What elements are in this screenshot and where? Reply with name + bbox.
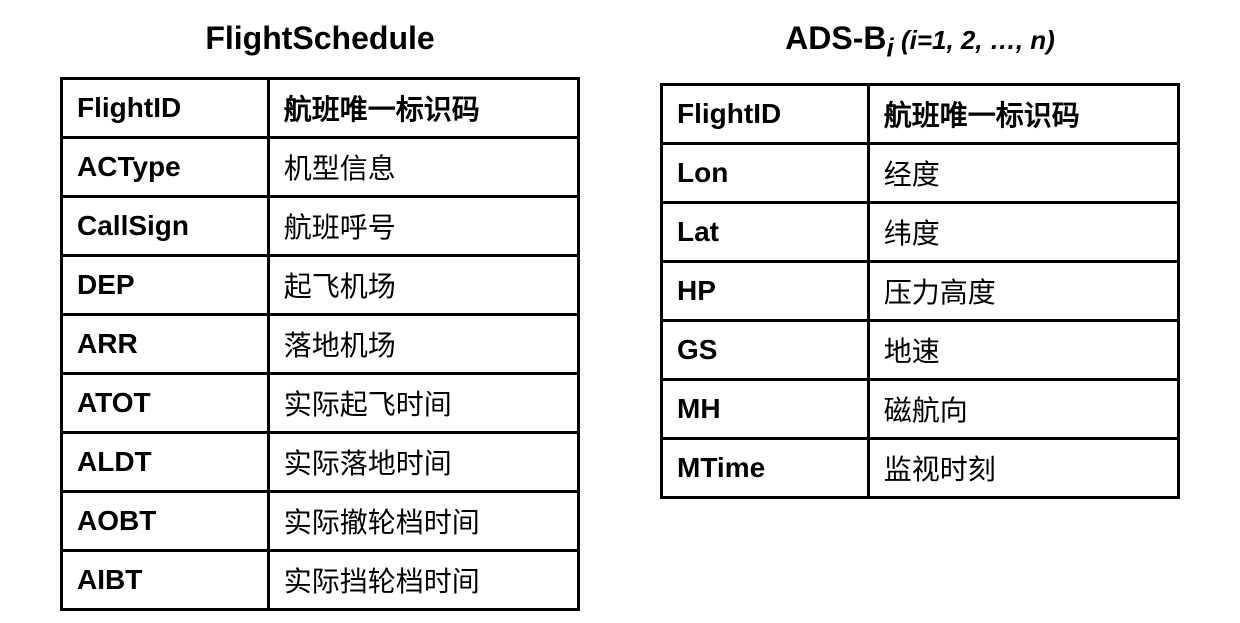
- row-val: 实际落地时间: [268, 433, 578, 492]
- table-row: AIBT实际挡轮档时间: [62, 551, 579, 610]
- row-val: 监视时刻: [868, 439, 1178, 498]
- adsb-title-main: ADS-B: [785, 20, 886, 56]
- row-val: 地速: [868, 321, 1178, 380]
- adsb-title: ADS-Bi (i=1, 2, …, n): [660, 20, 1180, 63]
- row-key: ARR: [62, 315, 269, 374]
- adsb-title-paren: (i=1, 2, …, n): [894, 25, 1055, 55]
- flight-schedule-title: FlightSchedule: [60, 20, 580, 57]
- flight-schedule-table: FlightID航班唯一标识码ACType机型信息CallSign航班呼号DEP…: [60, 77, 580, 611]
- row-val: 实际起飞时间: [268, 374, 578, 433]
- row-key: Lon: [662, 144, 869, 203]
- row-key: Lat: [662, 203, 869, 262]
- row-key: DEP: [62, 256, 269, 315]
- table-row: DEP起飞机场: [62, 256, 579, 315]
- tables-container: FlightSchedule FlightID航班唯一标识码ACType机型信息…: [60, 20, 1180, 611]
- table-row: ARR落地机场: [62, 315, 579, 374]
- table-row: FlightID航班唯一标识码: [62, 79, 579, 138]
- row-val: 经度: [868, 144, 1178, 203]
- table-row: AOBT实际撤轮档时间: [62, 492, 579, 551]
- row-val: 实际撤轮档时间: [268, 492, 578, 551]
- row-val: 航班唯一标识码: [868, 85, 1178, 144]
- table-row: ACType机型信息: [62, 138, 579, 197]
- table-row: MH磁航向: [662, 380, 1179, 439]
- row-val: 起飞机场: [268, 256, 578, 315]
- row-key: ALDT: [62, 433, 269, 492]
- table-row: Lon经度: [662, 144, 1179, 203]
- row-val: 压力高度: [868, 262, 1178, 321]
- row-val: 实际挡轮档时间: [268, 551, 578, 610]
- adsb-table: FlightID航班唯一标识码Lon经度Lat纬度HP压力高度GS地速MH磁航向…: [660, 83, 1180, 499]
- row-key: ATOT: [62, 374, 269, 433]
- row-key: MTime: [662, 439, 869, 498]
- row-val: 航班唯一标识码: [268, 79, 578, 138]
- table-row: ATOT实际起飞时间: [62, 374, 579, 433]
- table-row: GS地速: [662, 321, 1179, 380]
- row-key: FlightID: [662, 85, 869, 144]
- row-val: 航班呼号: [268, 197, 578, 256]
- row-val: 落地机场: [268, 315, 578, 374]
- adsb-title-sub: i: [887, 32, 894, 62]
- row-val: 纬度: [868, 203, 1178, 262]
- flight-schedule-block: FlightSchedule FlightID航班唯一标识码ACType机型信息…: [60, 20, 580, 611]
- row-key: GS: [662, 321, 869, 380]
- table-row: MTime监视时刻: [662, 439, 1179, 498]
- row-key: CallSign: [62, 197, 269, 256]
- row-key: FlightID: [62, 79, 269, 138]
- row-key: MH: [662, 380, 869, 439]
- adsb-block: ADS-Bi (i=1, 2, …, n) FlightID航班唯一标识码Lon…: [660, 20, 1180, 499]
- row-key: HP: [662, 262, 869, 321]
- table-row: ALDT实际落地时间: [62, 433, 579, 492]
- row-key: ACType: [62, 138, 269, 197]
- row-val: 机型信息: [268, 138, 578, 197]
- table-row: HP压力高度: [662, 262, 1179, 321]
- table-row: FlightID航班唯一标识码: [662, 85, 1179, 144]
- table-row: CallSign航班呼号: [62, 197, 579, 256]
- row-key: AIBT: [62, 551, 269, 610]
- row-val: 磁航向: [868, 380, 1178, 439]
- row-key: AOBT: [62, 492, 269, 551]
- table-row: Lat纬度: [662, 203, 1179, 262]
